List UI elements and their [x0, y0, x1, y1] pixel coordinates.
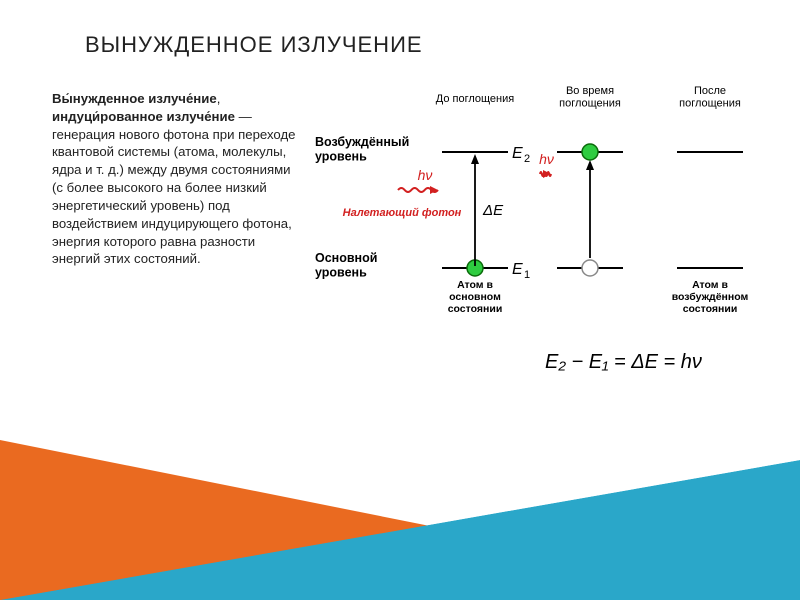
svg-text:E: E: [512, 145, 523, 162]
term-1: Вы́нужденное излуче́ние: [52, 91, 217, 106]
definition-text: — генерация нового фотона при переходе к…: [52, 109, 295, 267]
slide-title: ВЫНУЖДЕННОЕ ИЗЛУЧЕНИЕ: [85, 32, 423, 58]
svg-text:Атом в: Атом в: [457, 279, 493, 291]
svg-text:уровень: уровень: [315, 149, 367, 163]
svg-text:Налетающий фотон: Налетающий фотон: [343, 207, 462, 219]
svg-text:E₂ − E₁ = ΔE = hν: E₂ − E₁ = ΔE = hν: [545, 351, 702, 373]
body-paragraph: Вы́нужденное излуче́ние, индуци́рованное…: [52, 90, 297, 268]
energy-level-diagram: До поглощенияВо времяпоглощенияПослепогл…: [310, 80, 780, 400]
svg-text:До поглощения: До поглощения: [436, 93, 515, 105]
svg-text:hν: hν: [418, 167, 433, 183]
svg-text:1: 1: [524, 269, 530, 281]
svg-text:Основной: Основной: [315, 251, 377, 265]
svg-text:Возбуждённый: Возбуждённый: [315, 135, 409, 149]
svg-text:уровень: уровень: [315, 265, 367, 279]
svg-text:поглощения: поглощения: [559, 98, 621, 110]
svg-text:возбуждённом: возбуждённом: [672, 291, 749, 303]
svg-text:2: 2: [524, 153, 530, 165]
svg-text:Атом в: Атом в: [692, 279, 728, 291]
svg-text:основном: основном: [449, 291, 501, 303]
term-2: индуци́рованное излуче́ние: [52, 109, 235, 124]
svg-text:E: E: [512, 261, 523, 278]
svg-text:После: После: [694, 85, 726, 97]
svg-text:поглощения: поглощения: [679, 98, 741, 110]
svg-text:hν: hν: [539, 151, 554, 167]
svg-text:состоянии: состоянии: [683, 303, 738, 315]
svg-text:состоянии: состоянии: [448, 303, 503, 315]
svg-text:ΔE: ΔE: [482, 202, 504, 219]
svg-text:Во время: Во время: [566, 85, 614, 97]
